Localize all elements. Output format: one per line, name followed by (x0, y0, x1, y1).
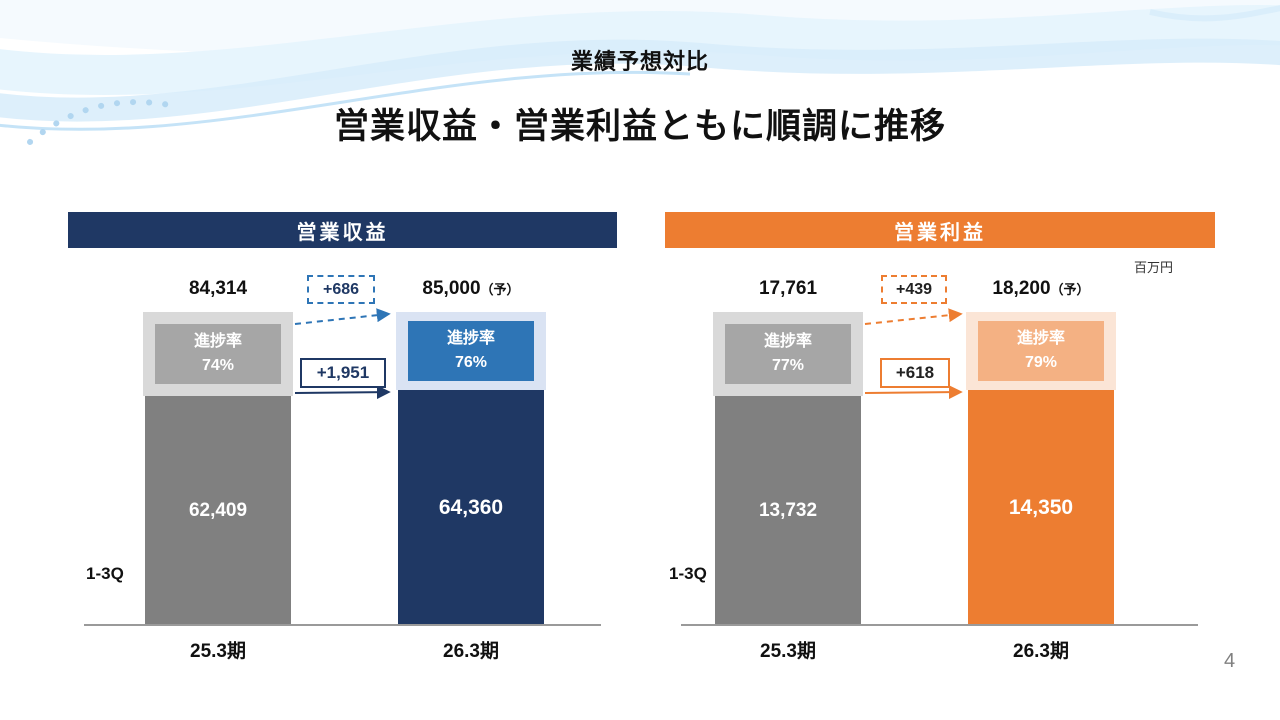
progress-rate-prior: 74% (201, 357, 235, 374)
category-label-current: 26.3期 (1013, 641, 1069, 662)
progress-rate-current: 76% (454, 354, 488, 371)
total-value-prior: 17,761 (758, 278, 818, 299)
full-year-bar-forecast: 進捗率 79% (966, 312, 1116, 390)
delta-actual-box: +618 (880, 358, 950, 388)
panel-title-revenue: 営業収益 (296, 221, 389, 244)
total-value-forecast: 85,000 (422, 278, 481, 299)
actual-value-current: 64,360 (438, 495, 504, 519)
forecast-suffix: （予） (1050, 282, 1090, 297)
full-year-bar-prior: 進捗率 77% (713, 312, 863, 396)
delta-actual-value: +618 (895, 363, 935, 382)
delta-actual-value: +1,951 (316, 363, 370, 382)
panel-title-profit: 営業利益 (894, 221, 986, 244)
actual-bar-current: 14,350 (968, 390, 1114, 625)
x-axis-line (681, 624, 1198, 626)
period-label: 1-3Q (669, 564, 707, 583)
category-label-prior: 25.3期 (190, 641, 246, 662)
delta-forecast-box: +686 (307, 275, 375, 304)
slide-subtitle: 業績予想対比 (570, 49, 709, 74)
forecast-delta-arrow (294, 308, 391, 325)
actual-value-prior: 62,409 (188, 499, 248, 521)
actual-bar-prior: 13,732 (715, 396, 861, 625)
total-label-forecast: 85,000（予） (396, 278, 546, 300)
progress-title: 進捗率 (1016, 330, 1065, 347)
progress-badge-current: 進捗率 76% (408, 321, 534, 381)
delta-forecast-box: +439 (881, 275, 947, 304)
forecast-delta-arrow (864, 308, 963, 325)
category-label-prior: 25.3期 (760, 641, 816, 662)
progress-badge-prior: 進捗率 74% (155, 324, 281, 384)
panel-operating-profit: 営業利益 17,761 18,200（予） 進捗率 77% 進捗率 79% 13… (665, 212, 1215, 670)
total-value-forecast: 18,200 (992, 278, 1051, 299)
actual-delta-arrow (864, 385, 963, 400)
full-year-bar-forecast: 進捗率 76% (396, 312, 546, 390)
period-label: 1-3Q (86, 564, 124, 583)
delta-actual-box: +1,951 (300, 358, 386, 388)
actual-bar-current: 64,360 (398, 390, 544, 625)
full-year-bar-prior: 進捗率 74% (143, 312, 293, 396)
delta-forecast-value: +439 (895, 280, 933, 298)
total-label-forecast: 18,200（予） (966, 278, 1116, 300)
actual-value-prior: 13,732 (758, 499, 818, 521)
progress-rate-prior: 77% (771, 357, 805, 374)
panel-header-profit: 営業利益 (665, 212, 1215, 248)
category-label-current: 26.3期 (443, 641, 499, 662)
x-axis-line (84, 624, 601, 626)
progress-title: 進捗率 (193, 333, 242, 350)
wave-line-right (1149, 5, 1280, 22)
unit-label: 百万円 (1134, 260, 1174, 275)
panel-operating-revenue: 営業収益 84,314 85,000（予） 進捗率 74% 進捗率 76% 62… (68, 212, 617, 670)
progress-rate-current: 79% (1024, 354, 1058, 371)
progress-badge-current: 進捗率 79% (978, 321, 1104, 381)
total-label-prior-year: 17,761 (713, 278, 863, 300)
page-number: 4 (1224, 650, 1236, 672)
panel-header-revenue: 営業収益 (68, 212, 617, 248)
actual-delta-arrow (294, 385, 391, 400)
progress-title: 進捗率 (763, 333, 812, 350)
forecast-suffix: （予） (480, 282, 520, 297)
slide-title: 営業収益・営業利益ともに順調に推移 (333, 107, 946, 146)
progress-title: 進捗率 (446, 330, 495, 347)
progress-badge-prior: 進捗率 77% (725, 324, 851, 384)
total-value-prior: 84,314 (188, 278, 248, 299)
actual-bar-prior: 62,409 (145, 396, 291, 625)
actual-value-current: 14,350 (1008, 495, 1074, 519)
total-label-prior-year: 84,314 (143, 278, 293, 300)
delta-forecast-value: +686 (322, 280, 360, 298)
